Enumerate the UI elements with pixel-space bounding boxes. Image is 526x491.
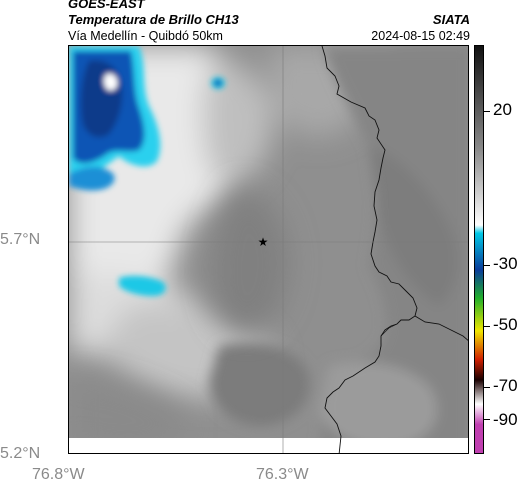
product-title: Temperatura de Brillo CH13 <box>68 12 239 27</box>
cold-cloud-cells <box>119 77 225 296</box>
lon-label-76-8: 76.8°W <box>32 466 85 483</box>
lat-label-5-7: 5.7°N <box>0 231 41 248</box>
colorbar-tick-minus-90 <box>484 419 490 420</box>
region-border <box>414 315 468 341</box>
timestamp-label: 2024-08-15 02:49 <box>371 29 470 43</box>
satellite-map[interactable]: ★ <box>68 45 469 454</box>
organization-label: SIATA <box>432 12 470 27</box>
colorbar-label-20: 20 <box>493 100 512 119</box>
colorbar-tick-minus-30 <box>484 265 490 266</box>
colorbar-label-minus-50: -50 <box>493 315 518 334</box>
colorbar-label-minus-90: -90 <box>493 410 518 429</box>
coastline <box>321 46 418 453</box>
colorbar-tick-20 <box>484 111 490 112</box>
colorbar-label-minus-30: -30 <box>493 254 518 273</box>
cloud-band-center <box>69 186 289 452</box>
star-icon: ★ <box>258 235 269 249</box>
route-label: Vía Medellín - Quibdó 50km <box>68 29 223 43</box>
satellite-title: GOES-EAST <box>68 0 145 11</box>
colorbar-label-minus-70: -70 <box>493 376 518 395</box>
colorbar <box>474 45 484 454</box>
colorbar-tick-minus-50 <box>484 326 490 327</box>
region-border-2 <box>380 323 398 337</box>
no-data-band <box>69 438 468 453</box>
lat-label-5-2: 5.2°N <box>0 445 41 462</box>
cold-cloud-tops-nw <box>69 46 161 191</box>
lon-label-76-3: 76.3°W <box>256 466 309 483</box>
colorbar-tick-minus-70 <box>484 387 490 388</box>
map-canvas: ★ <box>69 46 468 453</box>
terrain-east <box>209 46 468 453</box>
